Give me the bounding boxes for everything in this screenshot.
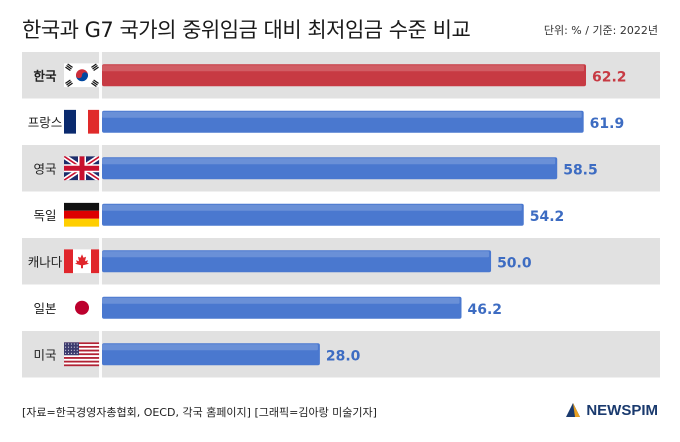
category-label: 독일 <box>33 208 56 223</box>
value-label: 50.0 <box>497 255 532 271</box>
unit-note: 단위: % / 기준: 2022년 <box>543 24 658 37</box>
bar-영국 <box>102 157 558 180</box>
newspim-logo-mark <box>566 403 581 417</box>
value-label: 61.9 <box>590 116 625 132</box>
bar-미국 <box>102 343 320 366</box>
usa-flag-icon <box>64 342 100 367</box>
japan-flag-icon <box>64 295 100 320</box>
korea-flag-icon <box>64 63 100 88</box>
bar-한국 <box>102 64 586 87</box>
bar-highlight <box>102 111 582 118</box>
category-label: 프랑스 <box>28 115 63 130</box>
logo-text: NEWSPIM <box>586 401 658 419</box>
category-label: 캐나다 <box>28 254 63 269</box>
page-title: 한국과 G7 국가의 중위임금 대비 최저임금 수준 비교 <box>22 18 471 42</box>
bar-highlight <box>102 297 460 304</box>
value-label: 58.5 <box>563 162 598 178</box>
germany-flag-icon <box>64 202 100 227</box>
source-credit: [자료=한국경영자총협회, OECD, 각국 홈페이지] [그래픽=김아랑 미술… <box>22 406 377 419</box>
bar-highlight <box>102 158 556 165</box>
uk-flag-icon <box>64 156 100 181</box>
bar-highlight <box>102 344 318 351</box>
value-label: 62.2 <box>592 69 627 85</box>
axis-baseline <box>99 52 102 378</box>
category-label: 한국 <box>33 68 57 83</box>
value-label: 28.0 <box>326 348 361 364</box>
bar-프랑스 <box>102 110 584 133</box>
category-label: 미국 <box>33 347 56 362</box>
canada-flag-icon <box>64 249 100 274</box>
category-label: 영국 <box>33 161 56 176</box>
bar-일본 <box>102 296 462 319</box>
value-label: 46.2 <box>467 302 502 318</box>
bar-chart: 한국 62.2 프랑스 61.9 영국 58.5 독일 54.2 캐나다 50.0 일본 46.2 미국… <box>22 52 660 378</box>
bar-독일 <box>102 203 524 226</box>
bar-highlight <box>102 204 522 211</box>
bar-highlight <box>102 251 490 258</box>
category-label: 일본 <box>33 301 56 316</box>
value-label: 54.2 <box>530 209 565 225</box>
bar-캐나다 <box>102 250 492 273</box>
bar-highlight <box>102 65 584 72</box>
newspim-logo: NEWSPIM <box>564 398 658 422</box>
france-flag-icon <box>64 109 100 134</box>
